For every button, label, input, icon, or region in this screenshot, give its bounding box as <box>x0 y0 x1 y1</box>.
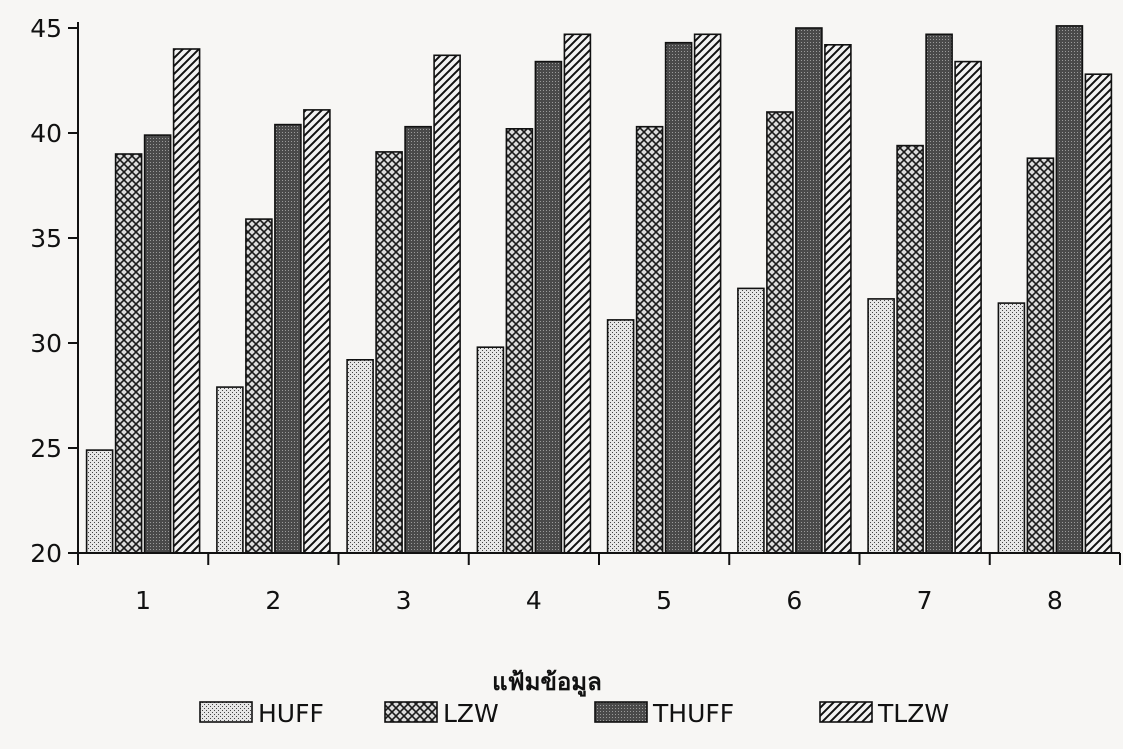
bar-huff-3 <box>346 358 374 554</box>
legend-label-tlzw: TLZW <box>877 699 949 728</box>
legend-label-huff: HUFF <box>258 699 324 728</box>
y-tick-label: 35 <box>30 224 62 253</box>
x-tick-label-1: 1 <box>135 586 151 615</box>
bar-huff-5 <box>606 319 635 554</box>
bar-lzw-2 <box>245 218 273 554</box>
bar-thuff-5 <box>664 41 693 554</box>
bar-lzw-5 <box>635 125 664 554</box>
y-tick-label: 40 <box>30 119 62 148</box>
bar-huff-4 <box>476 346 505 554</box>
bar-tlzw-4 <box>563 33 592 554</box>
bar-lzw-3 <box>375 151 403 554</box>
bar-huff-2 <box>216 386 244 554</box>
legend-swatch-thuff <box>594 701 648 723</box>
bar-lzw-8 <box>1026 157 1055 554</box>
bar-lzw-7 <box>896 144 924 554</box>
y-tick-label: 45 <box>30 14 62 43</box>
x-tick-label-6: 6 <box>786 586 802 615</box>
x-tick-label-4: 4 <box>526 586 542 615</box>
bar-lzw-1 <box>114 153 143 554</box>
x-tick-label-2: 2 <box>265 586 281 615</box>
legend-item-lzw: LZW <box>384 699 499 728</box>
legend-item-huff: HUFF <box>199 699 324 728</box>
legend-swatch-tlzw <box>819 701 873 723</box>
bar-thuff-7 <box>925 33 953 554</box>
x-tick-label-5: 5 <box>656 586 672 615</box>
bar-huff-1 <box>85 449 114 554</box>
bar-thuff-1 <box>143 134 172 554</box>
bar-lzw-4 <box>505 128 534 554</box>
x-tick-label-8: 8 <box>1047 586 1063 615</box>
legend: HUFF LZW THUFF TLZW <box>199 699 949 728</box>
legend-swatch-lzw <box>384 701 438 723</box>
x-axis-label: แฟ้มข้อมูล <box>492 668 602 697</box>
bar-tlzw-7 <box>954 60 982 554</box>
y-tick-label: 25 <box>30 434 62 463</box>
x-tick-label-7: 7 <box>917 586 933 615</box>
bar-tlzw-3 <box>433 54 461 554</box>
bar-thuff-3 <box>404 125 432 554</box>
bar-tlzw-5 <box>693 33 722 554</box>
bar-huff-6 <box>737 287 765 554</box>
y-tick-label: 30 <box>30 329 62 358</box>
legend-item-thuff: THUFF <box>594 699 734 728</box>
bars-layer <box>85 25 1113 554</box>
x-tick-label-3: 3 <box>396 586 412 615</box>
bar-tlzw-8 <box>1084 73 1113 554</box>
bar-thuff-4 <box>534 60 563 554</box>
bar-thuff-6 <box>795 27 823 554</box>
bar-tlzw-1 <box>172 48 201 554</box>
legend-label-thuff: THUFF <box>652 699 734 728</box>
bar-thuff-2 <box>274 123 302 554</box>
bar-tlzw-6 <box>824 43 852 554</box>
bar-lzw-6 <box>766 111 794 554</box>
bar-huff-7 <box>867 298 895 554</box>
bar-tlzw-2 <box>303 109 331 554</box>
bar-huff-8 <box>997 302 1026 554</box>
legend-swatch-huff <box>199 701 253 723</box>
legend-item-tlzw: TLZW <box>819 699 949 728</box>
bar-thuff-8 <box>1055 25 1084 554</box>
y-tick-label: 20 <box>30 539 62 568</box>
legend-label-lzw: LZW <box>443 699 499 728</box>
